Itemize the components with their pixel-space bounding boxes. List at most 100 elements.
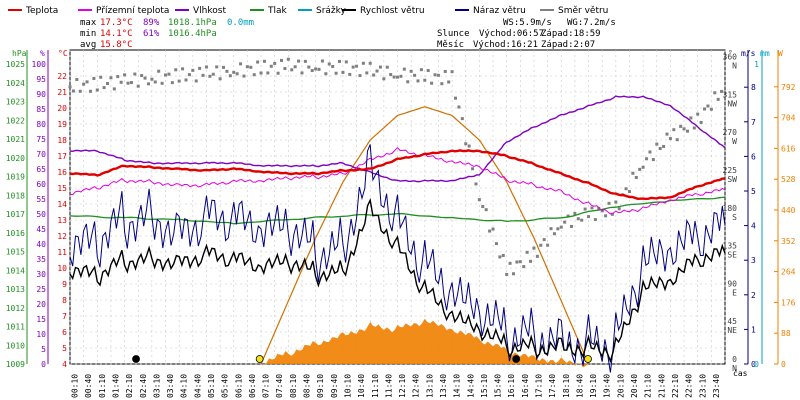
axis-time-tick: 13:40 [439,374,448,398]
wind-direction-point [685,129,689,133]
axis-time-tick: 22:40 [685,374,694,398]
stat-pressure: 1018.1hPa [168,18,217,28]
wind-direction-point [593,218,597,222]
axis-dir-compass: E [732,288,737,297]
axis-dir-compass: NE [727,326,737,335]
wind-direction-point [225,69,229,73]
axis-hpa-tick: 1024 [6,79,25,88]
axis-dir-compass: N [732,62,737,71]
wind-direction-point [348,72,352,76]
wind-direction-point [576,217,580,221]
wind-direction-point [672,128,676,132]
axis-time-tick: 10:40 [357,374,366,398]
axis-w-tick: 528 [781,175,796,184]
axis-hpa-tick: 1011 [6,323,25,332]
wind-direction-point [211,72,215,76]
legend-label: Srážky [316,6,347,16]
wind-direction-point [491,227,495,231]
wind-direction-point [184,78,188,82]
axis-degc-tick: 11 [57,248,67,257]
wind-direction-point [645,157,649,161]
axis-ms-tick: 4 [751,222,756,231]
axis-time-tick: 03:40 [166,374,175,398]
wind-direction-point [297,59,301,63]
legend-label: Náraz větru [473,6,526,16]
wind-direction-point [658,147,662,151]
wind-direction-point [150,77,154,81]
axis-dir-compass: SE [727,251,737,260]
wind-direction-point [276,71,280,75]
wind-direction-point [324,72,328,76]
wind-direction-point [689,116,693,120]
axis-time-tick: 16:40 [521,374,530,398]
axis-dir-tick: 0 [732,355,737,364]
sun-rise: Východ:06:57 [479,29,544,39]
axis-time-tick: 04:10 [180,374,189,398]
wind-direction-point [494,242,498,246]
axis-hpa-tick: 1018 [6,191,25,200]
wind-direction-point [706,104,710,108]
stat-label: max [80,18,97,28]
wind-direction-point [280,58,284,62]
axis-w-tick: 792 [781,83,796,92]
wind-direction-point [409,69,413,73]
axis-dir-tick: 90 [727,279,737,288]
axis-w-tick: 264 [781,268,796,277]
axis-degc-unit: °C [58,49,68,58]
wind-direction-point [368,61,372,65]
wind-direction-point [266,71,270,75]
wind-direction-point [245,65,249,69]
wind-direction-point [228,74,232,78]
legend-label: Tlak [267,6,288,16]
axis-time-tick: 00:10 [71,374,80,398]
wind-direction-point [679,124,683,128]
stat-rain: 0.0mm [227,18,254,28]
wind-direction-point [505,272,509,276]
wind-direction-point [385,65,389,69]
wind-direction-point [293,65,297,69]
wind-direction-point [709,107,713,111]
axis-degc-tick: 20 [57,104,67,113]
axis-dir-tick: 315 [723,90,738,99]
wind-direction-point [631,171,635,175]
axis-time-tick: 13:10 [425,374,434,398]
axis-time-tick: 06:40 [248,374,257,398]
wind-direction-point [235,72,239,76]
header-info: max 17.3°C 89% 1018.1hPa 0.0mm min 14.1°C 61% 10… [80,18,616,65]
wind-direction-point [160,81,164,85]
axis-dir-compass: SW [727,175,737,184]
axis-degc-tick: 8 [62,296,67,305]
stat-temp: 14.1°C [100,29,133,39]
wind-direction-point [703,107,707,111]
axis-w-unit: W [778,49,783,58]
axis-degc-tick: 22 [57,72,67,81]
wind-direction-point [471,167,475,171]
wind-direction-point [157,69,161,73]
axis-hpa-tick: 1016 [6,229,25,238]
wind-direction-point [201,73,205,77]
wind-direction-point [191,68,195,72]
wind-direction-point [259,71,263,75]
axis-pct-tick: 85 [36,105,46,114]
wind-direction-point [638,167,642,171]
wind-direction-point [651,158,655,162]
axis-deg-unit: ° [728,49,733,58]
wind-direction-point [399,74,403,78]
axis-time-tick: 21:10 [644,374,653,398]
axis-degc-tick: 12 [57,232,67,241]
wind-direction-point [440,82,444,86]
axis-dir-tick: 45 [727,317,737,326]
wind-direction-point [392,75,396,79]
wind-direction-point [484,208,488,212]
axis-w-tick: 88 [781,329,791,338]
moon-rise: Východ:16:21 [473,40,538,50]
axis-time-tick: 19:10 [589,374,598,398]
wind-direction-point [232,70,236,74]
plot-area [68,49,726,373]
axis-pct-tick: 20 [36,300,46,309]
axis-time-tick: 05:10 [207,374,216,398]
axis-time-tick: 19:40 [603,374,612,398]
wind-direction-point [402,67,406,71]
wind-direction-point [99,75,103,79]
wind-direction-point [511,272,515,276]
